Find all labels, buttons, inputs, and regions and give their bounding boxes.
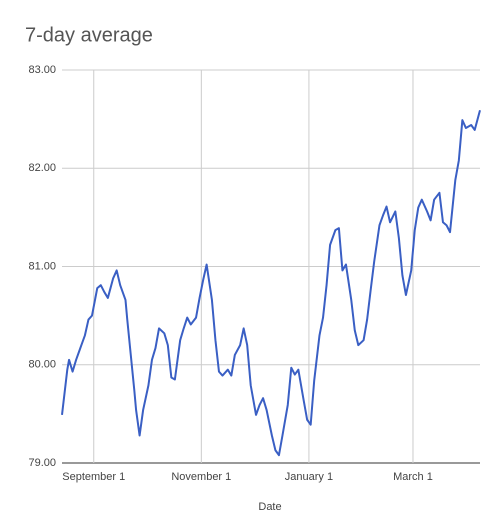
x-axis-label: Date [258, 501, 281, 513]
data-line [61, 110, 481, 457]
y-tick-label: 79.00 [28, 457, 56, 469]
x-tick-label: January 1 [285, 471, 333, 483]
y-tick-label: 83.00 [28, 64, 56, 76]
y-tick-label: 80.00 [28, 359, 56, 371]
y-tick-label: 81.00 [28, 260, 56, 272]
x-tick-label: September 1 [62, 471, 125, 483]
x-tick-label: November 1 [171, 471, 231, 483]
x-tick-label: March 1 [393, 471, 433, 483]
y-tick-label: 82.00 [28, 162, 56, 174]
chart-title: 7-day average [25, 24, 153, 46]
